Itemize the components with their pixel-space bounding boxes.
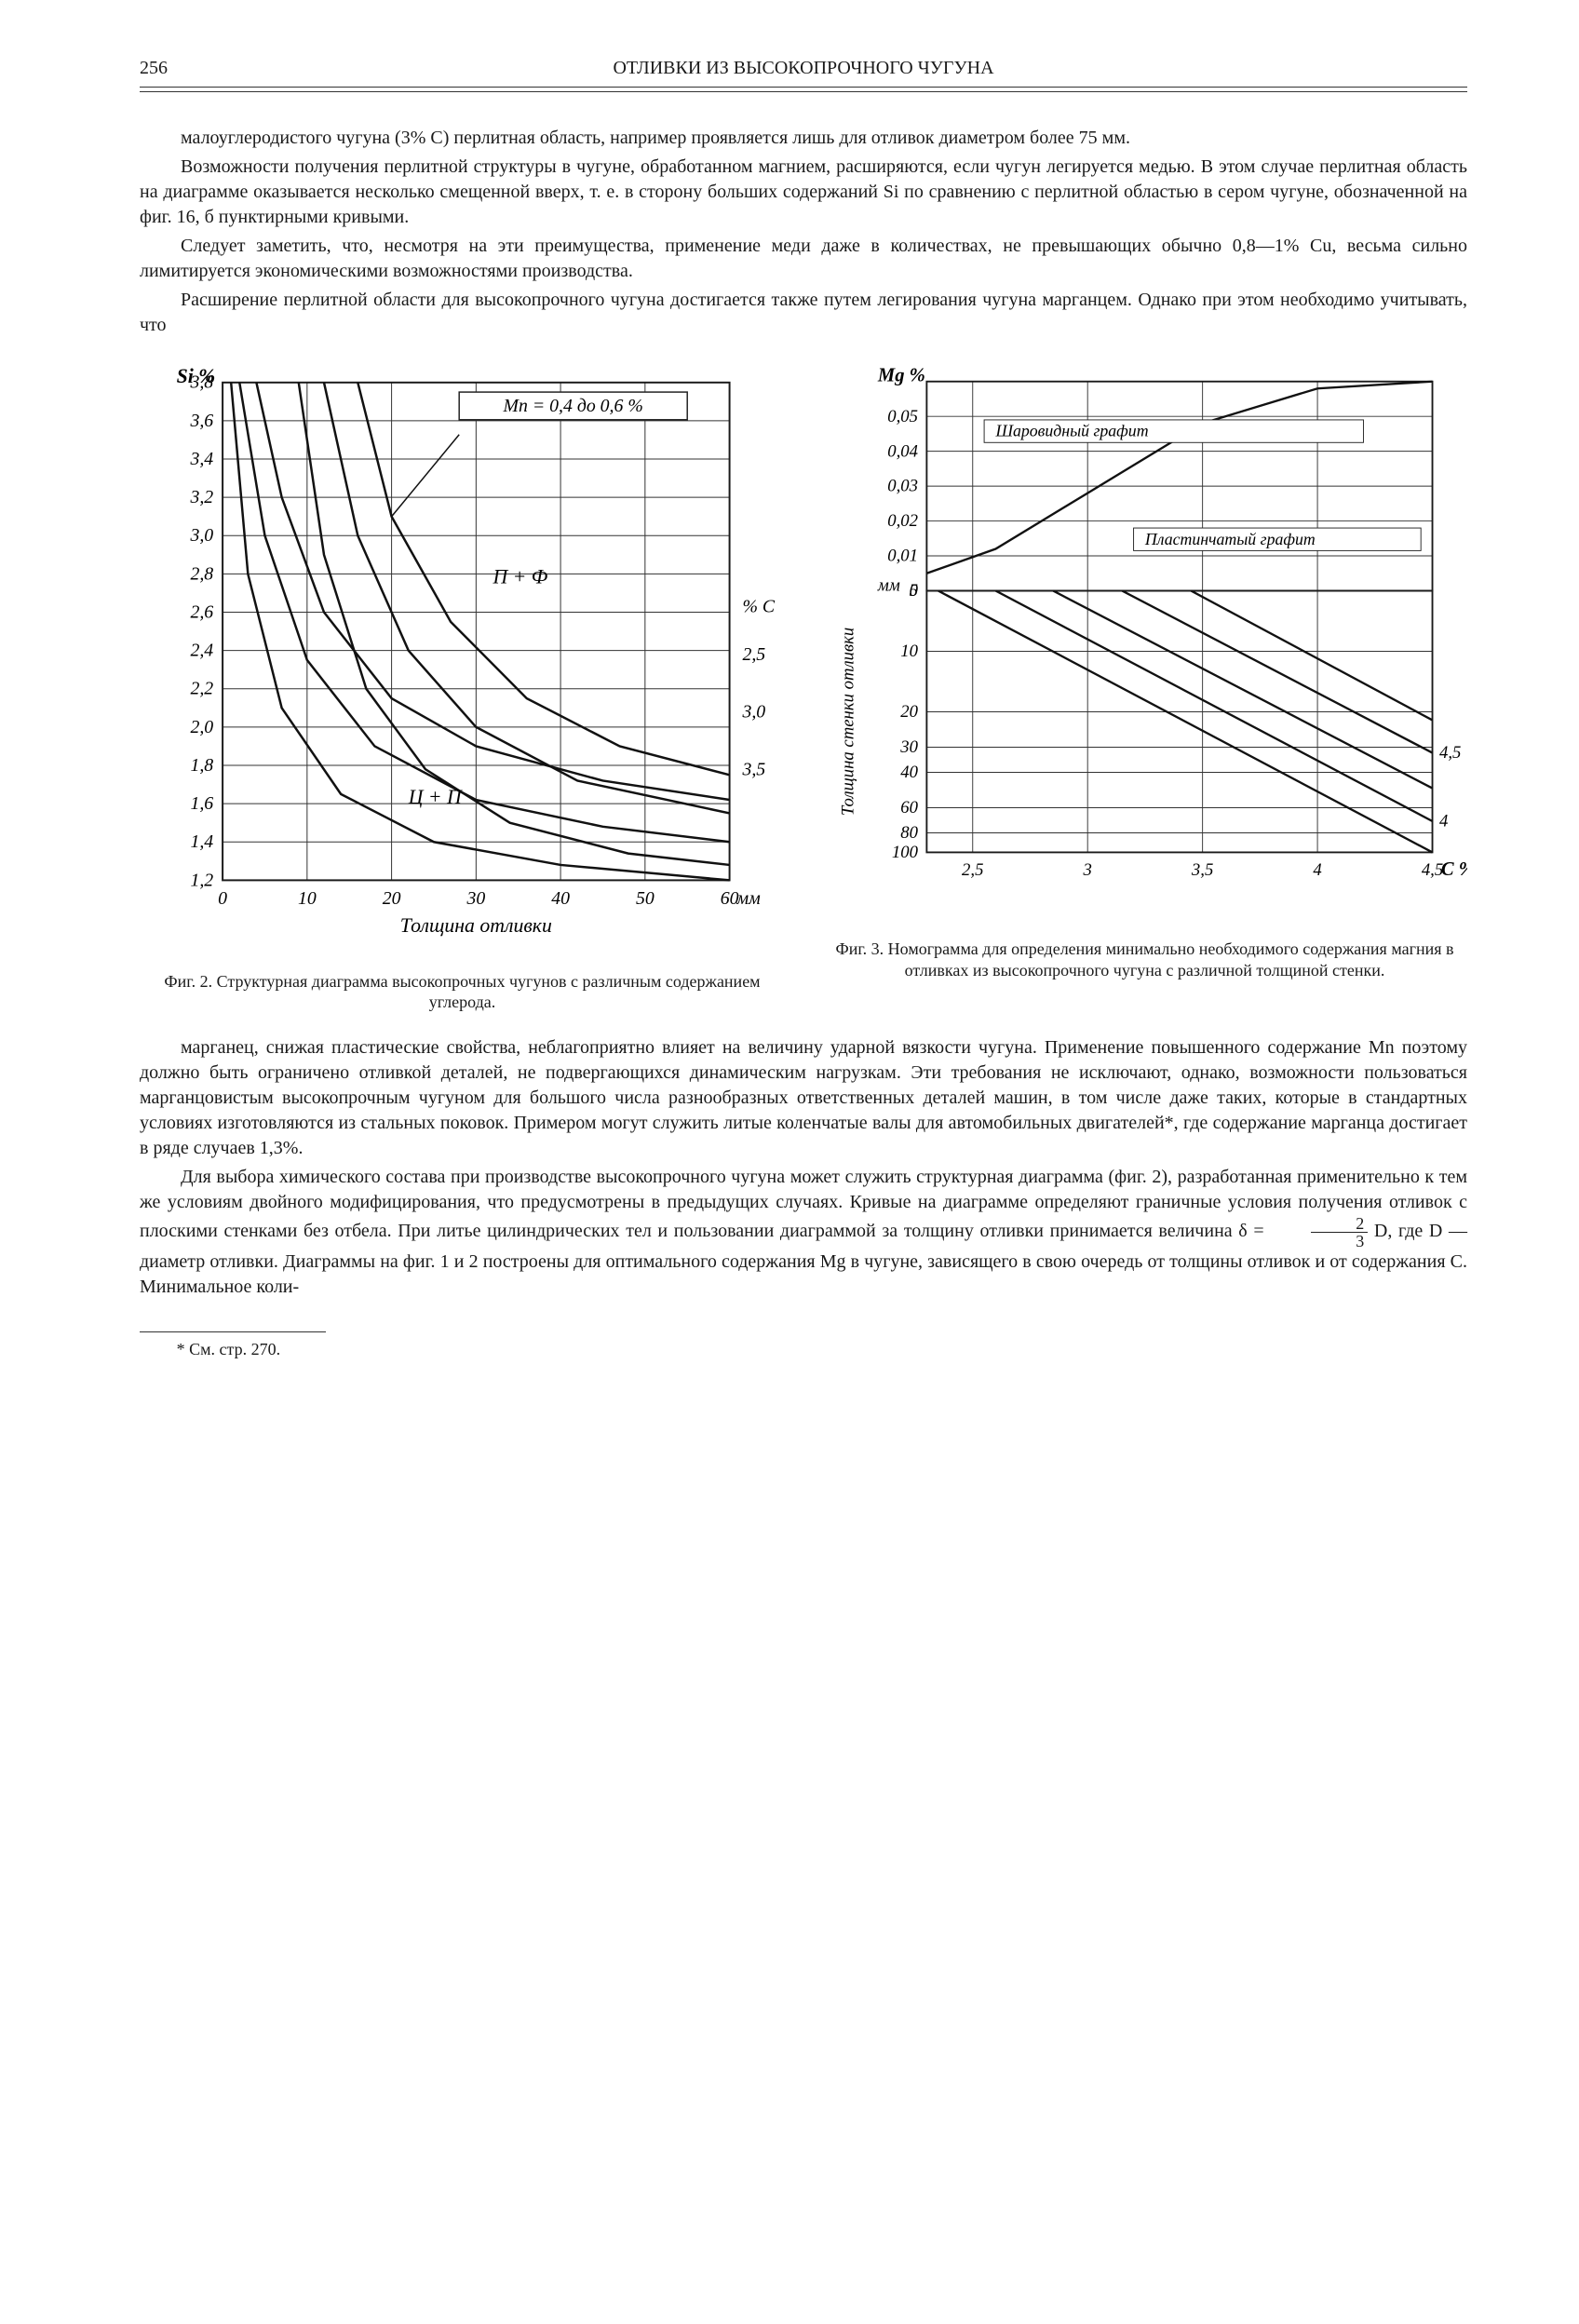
svg-text:20: 20 — [900, 702, 918, 722]
paragraph: Возможности получения перлитной структур… — [140, 155, 1467, 230]
svg-text:3,6: 3,6 — [189, 411, 213, 431]
fig2-caption: Фиг. 2. Структурная диаграмма высокопроч… — [140, 971, 785, 1013]
svg-text:50: 50 — [636, 888, 655, 909]
svg-text:3: 3 — [1083, 860, 1092, 880]
fig2-chart: 01020304050601,21,41,61,82,02,22,42,62,8… — [140, 364, 785, 954]
svg-text:Mn = 0,4 до 0,6 %: Mn = 0,4 до 0,6 % — [503, 396, 643, 416]
footnote-rule — [140, 1331, 326, 1332]
svg-text:1,2: 1,2 — [190, 870, 213, 890]
figure-2: 01020304050601,21,41,61,82,02,22,42,62,8… — [140, 364, 785, 1013]
svg-text:60: 60 — [900, 798, 918, 817]
svg-text:40: 40 — [900, 763, 918, 782]
svg-text:мм: мм — [736, 888, 762, 909]
paragraph: Расширение перлитной области для высокоп… — [140, 288, 1467, 338]
svg-text:Пластинчатый графит: Пластинчатый графит — [1144, 530, 1316, 548]
svg-text:4: 4 — [1439, 812, 1448, 831]
svg-text:1,6: 1,6 — [190, 793, 213, 814]
svg-text:0,03: 0,03 — [887, 477, 918, 496]
svg-text:0,05: 0,05 — [887, 407, 918, 426]
svg-text:2,5: 2,5 — [742, 644, 765, 665]
svg-text:2,5: 2,5 — [962, 860, 983, 880]
svg-text:10: 10 — [298, 888, 317, 909]
svg-text:10: 10 — [900, 642, 918, 661]
svg-text:4,5: 4,5 — [1422, 860, 1443, 880]
paragraph: Для выбора химического состава при произ… — [140, 1165, 1467, 1300]
svg-text:2,2: 2,2 — [190, 679, 213, 699]
footnote: * См. стр. 270. — [140, 1338, 1467, 1360]
svg-text:30: 30 — [899, 737, 918, 757]
svg-text:Si %: Si % — [177, 365, 216, 387]
svg-text:4,5: 4,5 — [1439, 743, 1461, 763]
fig3-caption: Фиг. 3. Номограмма для определения миним… — [822, 939, 1467, 980]
svg-text:Толщина отливки: Толщина отливки — [400, 914, 552, 937]
paragraph: Следует заметить, что, несмотря на эти п… — [140, 234, 1467, 284]
svg-text:3,0: 3,0 — [741, 702, 765, 723]
svg-text:5: 5 — [910, 581, 918, 601]
svg-text:0,01: 0,01 — [887, 547, 918, 566]
svg-text:2,0: 2,0 — [190, 717, 213, 737]
svg-text:3,5: 3,5 — [1191, 860, 1213, 880]
svg-text:3,5: 3,5 — [741, 759, 765, 779]
svg-text:1,4: 1,4 — [190, 831, 213, 852]
svg-text:2,8: 2,8 — [190, 563, 213, 584]
svg-text:C %: C % — [1441, 859, 1467, 880]
fig3-chart: 00,010,020,030,040,05Mg %мм5102030406080… — [822, 364, 1467, 922]
svg-text:0,04: 0,04 — [887, 441, 918, 461]
svg-text:0: 0 — [218, 888, 227, 909]
svg-text:П + Ф: П + Ф — [492, 566, 547, 588]
svg-text:2,4: 2,4 — [190, 641, 213, 661]
figure-3: 00,010,020,030,040,05Mg %мм5102030406080… — [822, 364, 1467, 1013]
svg-text:40: 40 — [551, 888, 570, 909]
header-rule — [140, 87, 1467, 92]
paragraph: малоуглеродистого чугуна (3% C) перлитна… — [140, 126, 1467, 151]
svg-text:30: 30 — [466, 888, 485, 909]
svg-text:Ц + П: Ц + П — [408, 786, 463, 808]
paragraph: марганец, снижая пластические свойства, … — [140, 1035, 1467, 1161]
running-title: ОТЛИВКИ ИЗ ВЫСОКОПРОЧНОГО ЧУГУНА — [613, 56, 993, 81]
svg-text:1,8: 1,8 — [190, 755, 213, 776]
svg-text:80: 80 — [900, 823, 918, 843]
svg-text:3,4: 3,4 — [189, 449, 213, 469]
svg-text:4: 4 — [1313, 860, 1321, 880]
svg-text:Шаровидный графит: Шаровидный графит — [994, 422, 1148, 440]
svg-text:Толщина стенки отливки: Толщина стенки отливки — [839, 628, 858, 816]
svg-text:20: 20 — [383, 888, 401, 909]
svg-text:2,6: 2,6 — [190, 601, 213, 622]
svg-text:3,0: 3,0 — [189, 525, 213, 546]
page-number: 256 — [140, 56, 168, 81]
svg-text:0,02: 0,02 — [887, 511, 918, 531]
svg-text:% C: % C — [742, 597, 775, 617]
svg-text:3,2: 3,2 — [189, 487, 213, 507]
svg-text:Mg %: Mg % — [877, 366, 925, 386]
svg-text:мм: мм — [877, 575, 900, 595]
svg-text:100: 100 — [892, 843, 919, 862]
